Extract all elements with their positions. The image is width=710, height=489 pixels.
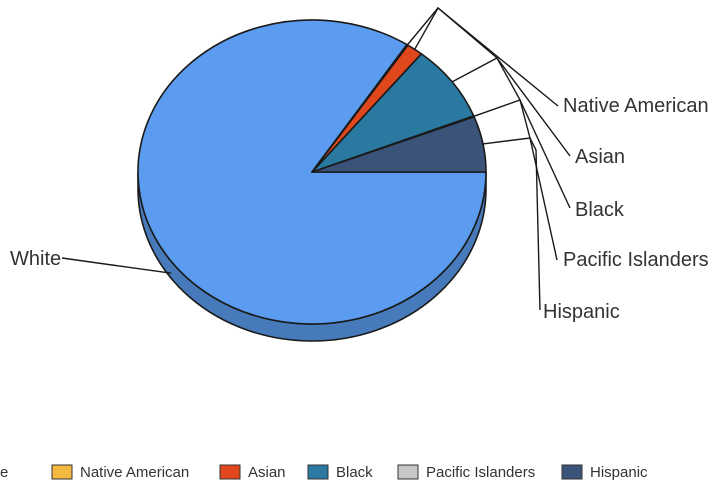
legend-swatch-native-american (51, 464, 73, 480)
callout-hispanic (482, 137, 541, 311)
callout-lines (61, 6, 571, 311)
pie-slices (137, 19, 487, 342)
slice-labels: White Hispanic Pacific Islanders Black Asian… (10, 95, 709, 323)
legend-item-native-american: Native American (51, 464, 189, 481)
legend-item-asian: Asian (219, 464, 286, 481)
slice-label-hispanic: Hispanic (543, 301, 620, 323)
legend-swatch-black (307, 464, 329, 480)
callout-native-american (406, 7, 559, 107)
legend-label-hispanic: Hispanic (590, 464, 648, 481)
legend-swatch-asian (219, 464, 241, 480)
legend-item-white: White (0, 464, 8, 481)
callout-black (451, 57, 571, 209)
legend-item-black: Black (307, 464, 373, 481)
legend: White Native American Asian Black Pacific Is… (0, 464, 648, 481)
slice-label-asian: Asian (575, 146, 625, 168)
slice-label-black: Black (575, 199, 625, 221)
pie-slice-black (311, 52, 475, 173)
legend-label-white: White (0, 464, 8, 481)
callout-asian (414, 6, 571, 157)
callout-pacific-islanders (473, 99, 558, 261)
legend-swatch-pacific-islanders (397, 464, 419, 480)
legend-item-hispanic: Hispanic (561, 464, 648, 481)
legend-label-pacific-islanders: Pacific Islanders (426, 464, 535, 481)
legend-swatch-hispanic (561, 464, 583, 480)
slice-label-native-american: Native American (563, 95, 709, 117)
legend-item-pacific-islanders: Pacific Islanders (397, 464, 535, 481)
slice-label-white: White (10, 248, 61, 270)
legend-label-native-american: Native American (80, 464, 189, 481)
callout-white (61, 257, 172, 274)
slice-label-pacific-islanders: Pacific Islanders (563, 249, 709, 271)
legend-label-black: Black (336, 464, 373, 481)
legend-label-asian: Asian (248, 464, 286, 481)
